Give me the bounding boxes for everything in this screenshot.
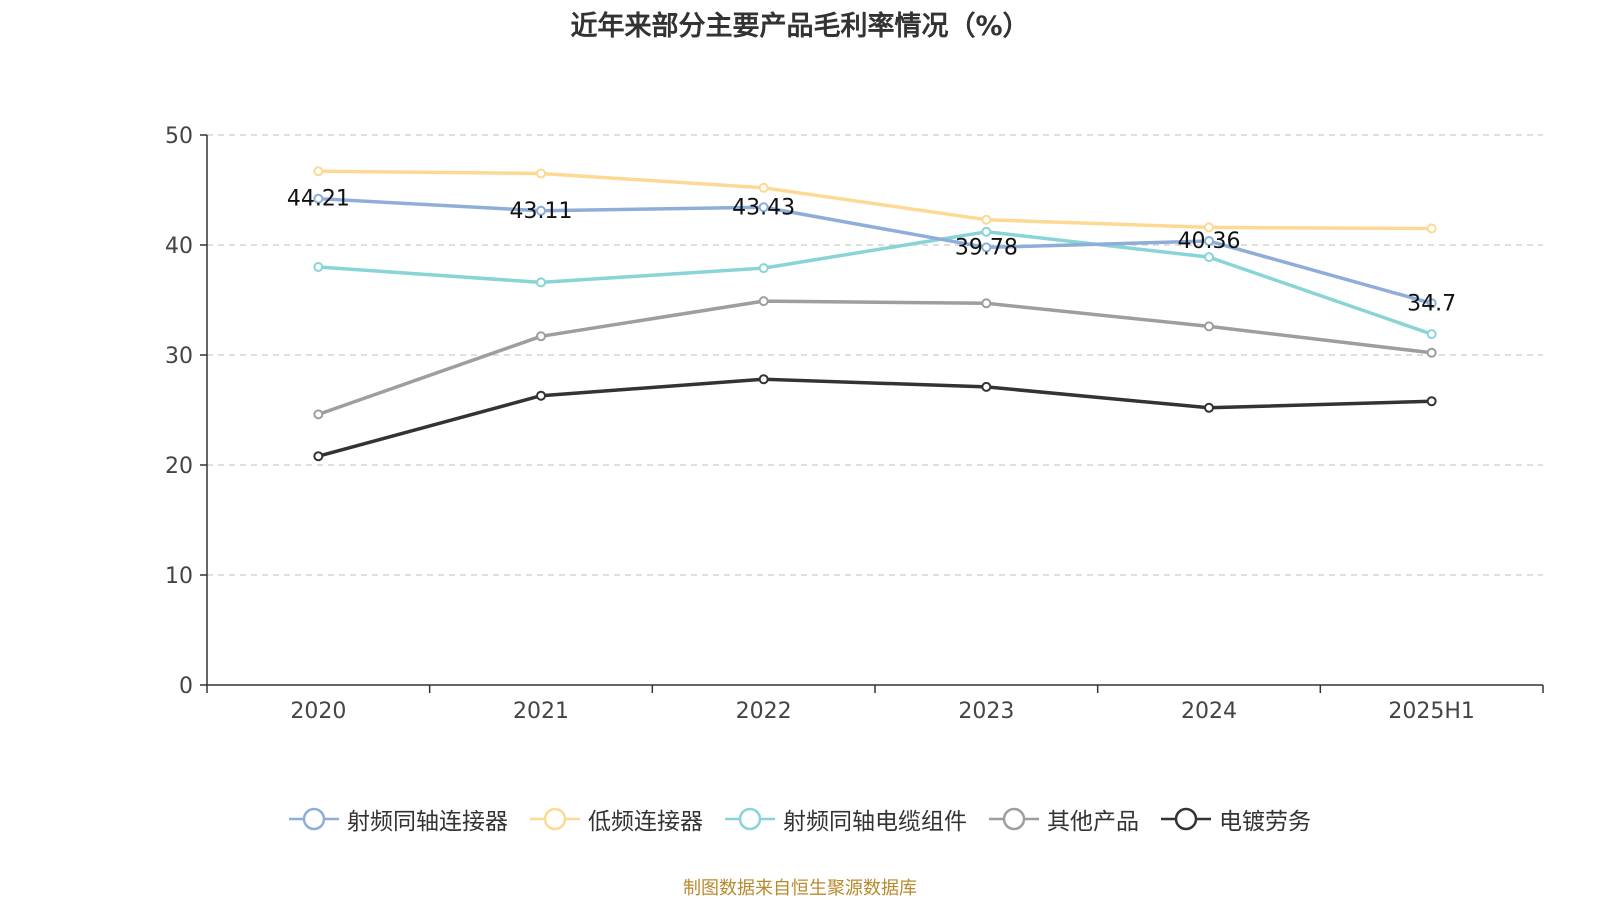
data-point	[758, 202, 769, 213]
data-point	[981, 298, 992, 309]
series-layer	[313, 166, 1437, 462]
y-tick-label: 20	[165, 454, 193, 479]
legend-label: 射频同轴连接器	[347, 809, 508, 835]
legend-label: 其他产品	[1047, 809, 1139, 835]
data-label: 43.43	[732, 195, 795, 220]
legend-label: 电镀劳务	[1219, 809, 1311, 835]
data-point	[1426, 298, 1437, 309]
series-line	[316, 196, 1434, 306]
data-point	[536, 331, 546, 342]
y-tick-label: 50	[165, 124, 193, 149]
y-tick-label: 10	[165, 564, 193, 589]
data-point	[981, 214, 992, 225]
data-point	[313, 409, 324, 420]
legend-line-circle-icon	[989, 807, 1039, 831]
source-note: 制图数据来自恒生聚源数据库	[683, 878, 917, 899]
data-label: 43.11	[510, 199, 573, 224]
legend-label: 低频连接器	[588, 809, 703, 835]
data-point	[1204, 236, 1214, 247]
data-point	[1204, 402, 1214, 413]
data-point	[1426, 223, 1437, 234]
series-line	[316, 169, 1434, 231]
data-point	[536, 277, 546, 288]
y-tick-label: 30	[165, 344, 193, 369]
legend-line-circle-icon	[289, 807, 339, 831]
data-point	[1426, 347, 1437, 358]
data-point	[981, 381, 992, 392]
data-label-layer: 44.21 43.11 43.43 39.78 40.36 34.7	[287, 187, 1456, 317]
legend: 射频同轴连接器 低频连接器 射频同轴电缆组件 其他产品 电镀劳务	[0, 802, 1600, 836]
legend-line-circle-icon	[530, 807, 580, 831]
data-point	[536, 168, 546, 179]
data-point	[758, 182, 769, 193]
data-label: 44.21	[287, 187, 350, 212]
x-tick-label: 2022	[736, 699, 792, 724]
axis-layer: 0 10 20 30 40 50 2020 2021 2022 2023 2024 2025H1	[165, 124, 1544, 724]
grid-layer	[207, 134, 1543, 576]
data-point	[981, 242, 992, 253]
data-label: 40.36	[1178, 229, 1241, 254]
data-point	[1204, 321, 1214, 332]
series-line	[316, 299, 1434, 417]
data-point	[313, 166, 324, 177]
x-tick-label: 2020	[290, 699, 346, 724]
data-point	[758, 374, 769, 385]
legend-item[interactable]: 射频同轴连接器	[289, 802, 508, 836]
chart-title: 近年来部分主要产品毛利率情况（%）	[570, 11, 1030, 42]
x-tick-label: 2021	[513, 699, 569, 724]
x-tick-label: 2024	[1181, 699, 1237, 724]
data-point	[1204, 252, 1214, 263]
data-point	[536, 205, 546, 216]
x-tick-label: 2023	[958, 699, 1014, 724]
data-point	[313, 193, 324, 204]
data-point	[758, 263, 769, 274]
data-point	[758, 296, 769, 307]
data-point	[1426, 396, 1437, 407]
data-label: 39.78	[955, 235, 1018, 260]
legend-item[interactable]: 其他产品	[989, 802, 1139, 836]
series-line	[316, 377, 1434, 458]
data-point	[313, 451, 324, 462]
data-point	[981, 226, 992, 237]
y-tick-label: 40	[165, 234, 193, 259]
legend-line-circle-icon	[725, 807, 775, 831]
series-line	[316, 230, 1434, 336]
legend-item[interactable]: 低频连接器	[530, 802, 703, 836]
data-label: 34.7	[1407, 291, 1456, 316]
data-point	[1426, 329, 1437, 340]
legend-item[interactable]: 电镀劳务	[1161, 802, 1311, 836]
data-point	[313, 262, 324, 272]
data-point	[1204, 222, 1214, 233]
data-point	[536, 390, 546, 401]
y-tick-label: 0	[179, 674, 193, 699]
x-tick-label: 2025H1	[1388, 699, 1475, 724]
legend-item[interactable]: 射频同轴电缆组件	[725, 802, 967, 836]
legend-line-circle-icon	[1161, 807, 1211, 831]
legend-label: 射频同轴电缆组件	[783, 809, 967, 835]
